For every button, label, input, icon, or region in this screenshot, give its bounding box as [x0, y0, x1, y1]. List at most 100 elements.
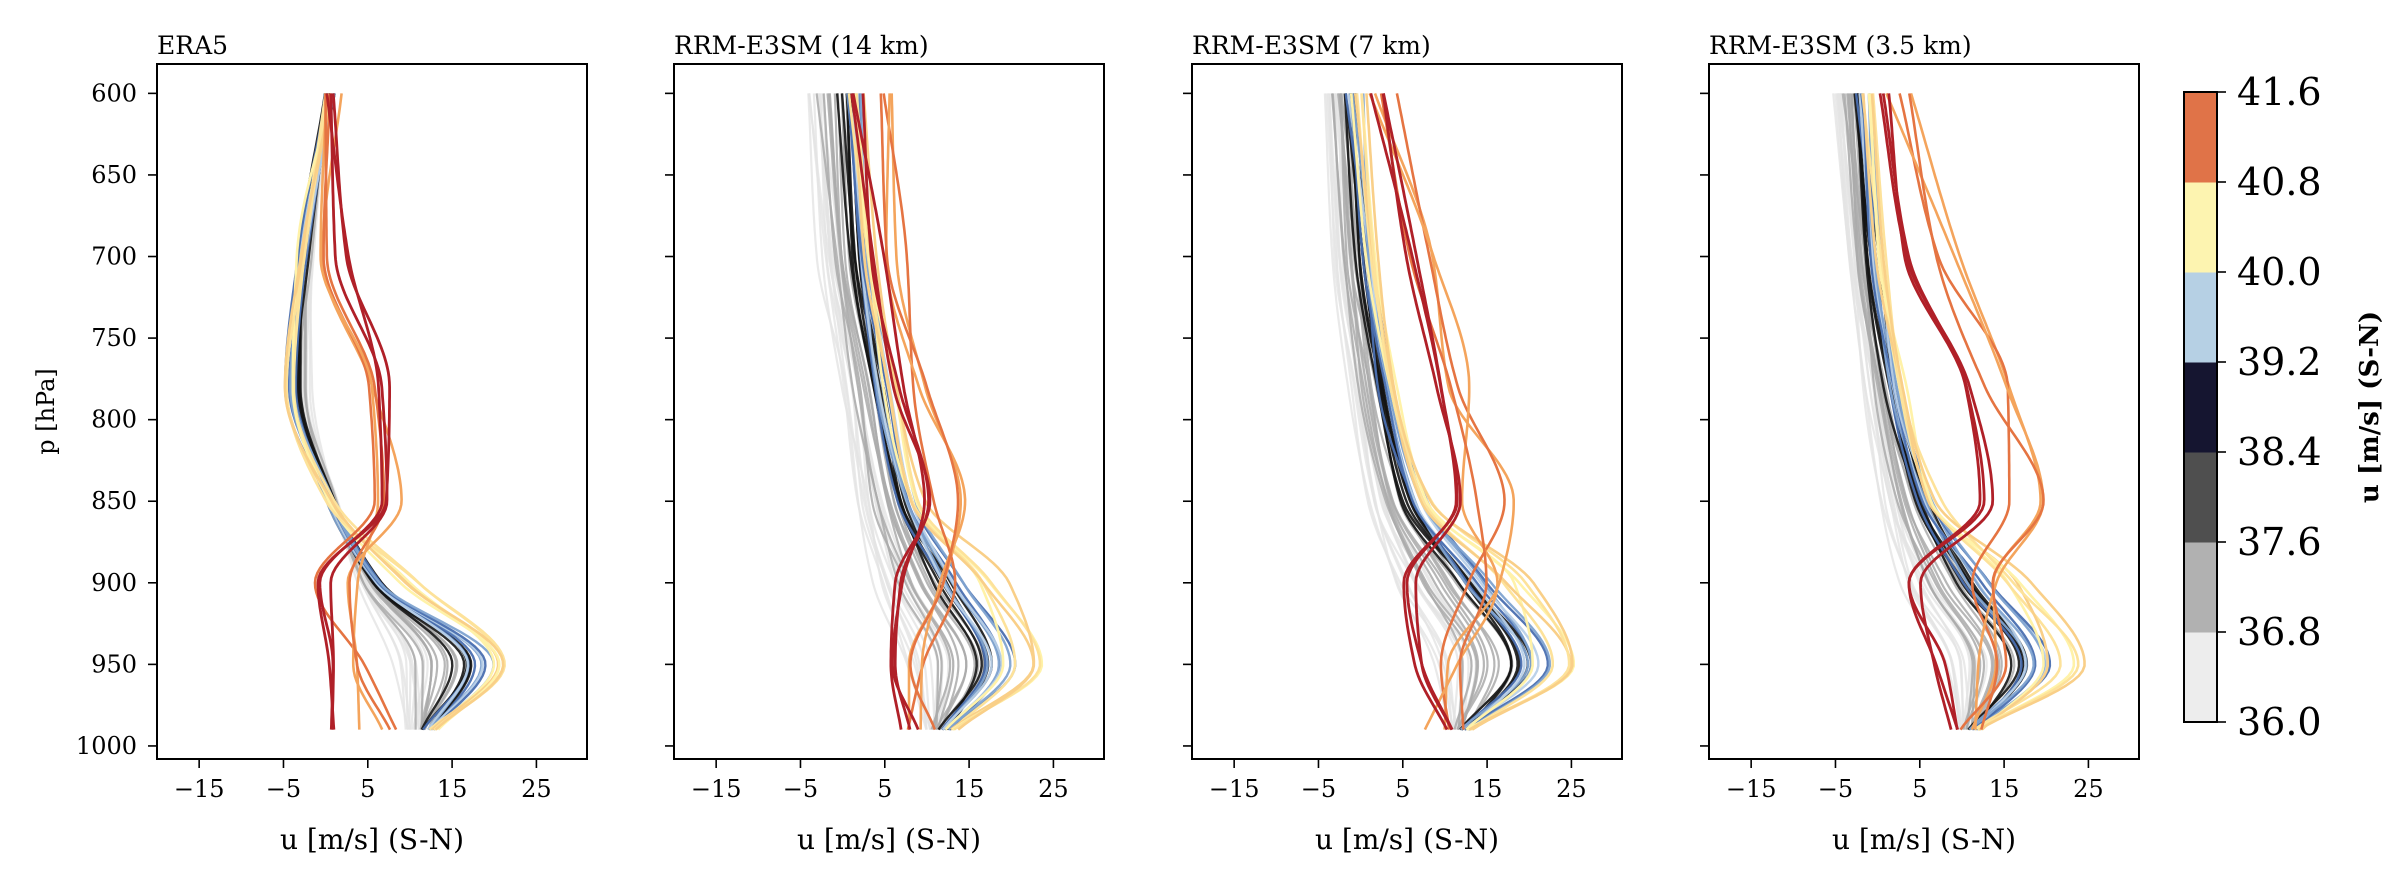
colorbar-segment: [2184, 182, 2217, 273]
x-tick-label: −15: [1726, 775, 1777, 803]
colorbar-segment: [2184, 92, 2217, 183]
x-tick-label: 25: [521, 775, 552, 803]
profile-line-red: [861, 93, 930, 730]
profile-line-yellow: [1870, 93, 2086, 731]
x-axis-label: u [m/s] (S-N): [280, 823, 464, 856]
panel-3: RRM-E3SM (7 km) −15 −5 5 15 25 u [m/s] (S-N): [1183, 31, 1623, 856]
y-tick-label: 800: [91, 406, 137, 434]
y-tick-label: 950: [91, 650, 137, 678]
profile-line-red: [318, 93, 384, 730]
colorbar-tick-label: 39.2: [2237, 340, 2322, 384]
profile-line-orange: [1908, 93, 2045, 731]
x-tick-label: 5: [1912, 775, 1927, 803]
axes-frame: [1191, 63, 1623, 760]
colorbar-frame: [2183, 91, 2218, 723]
profile-line-red: [329, 93, 389, 730]
profile-line-gray: [1331, 93, 1473, 730]
y-tick-label: 1000: [76, 732, 137, 760]
colorbar-tick-label: 36.0: [2237, 700, 2322, 744]
axes-frame: [156, 63, 588, 760]
x-tick-label: 15: [954, 775, 985, 803]
colorbar-tick-label: 41.6: [2237, 70, 2322, 114]
y-tick-label: 850: [91, 487, 137, 515]
x-tick-label: −15: [691, 775, 742, 803]
x-tick-label: −5: [1301, 775, 1336, 803]
x-tick-label: 5: [877, 775, 892, 803]
axes-frame: [673, 63, 1105, 760]
profile-line-blue: [851, 93, 993, 731]
profile-lines: [807, 93, 1044, 731]
colorbar-tick-label: 38.4: [2237, 430, 2322, 474]
y-tick-label: 600: [91, 79, 137, 107]
profile-line-orange: [884, 93, 967, 730]
x-tick-label: 15: [1989, 775, 2020, 803]
profile-line-gray: [836, 93, 968, 731]
y-tick-label: 750: [91, 324, 137, 352]
profile-line-red: [1369, 93, 1458, 731]
profile-line-orange: [324, 93, 392, 731]
x-axis-label: u [m/s] (S-N): [1832, 823, 2016, 856]
profile-line-gray: [1850, 93, 2001, 731]
panel-title: RRM-E3SM (14 km): [674, 31, 929, 60]
profile-line-dark: [1354, 93, 1533, 731]
profile-line-orange: [319, 93, 384, 731]
x-axis-label: u [m/s] (S-N): [797, 823, 981, 856]
panel-title: RRM-E3SM (7 km): [1192, 31, 1431, 60]
profile-line-red: [1887, 93, 1982, 730]
colorbar-tick-label: 40.0: [2237, 250, 2322, 294]
colorbar-tick-label: 40.8: [2237, 160, 2322, 204]
x-tick-label: −5: [783, 775, 818, 803]
profile-line-light: [304, 93, 412, 730]
profile-lines: [1323, 92, 1575, 731]
y-axis-label: p [hPa]: [32, 368, 60, 455]
x-tick-label: −15: [174, 775, 225, 803]
profile-line-yellow: [291, 93, 501, 731]
colorbar-segment: [2184, 632, 2217, 723]
x-tick-label: −5: [266, 775, 301, 803]
panel-2: RRM-E3SM (14 km) −15 −5 5 15 25 u [m/s] (S-N): [665, 31, 1105, 856]
colorbar-segment: [2184, 542, 2217, 633]
profile-line-yellow: [853, 93, 1035, 731]
profile-line-yellow: [1360, 93, 1571, 731]
profile-lines: [283, 93, 506, 731]
profile-line-orange: [882, 93, 957, 730]
panel-1: ERA5 −15 −5 5 15 25 600 650 700 750 800 850 900 950 10…: [32, 31, 588, 856]
x-tick-label: −5: [1818, 775, 1853, 803]
profile-lines: [1832, 92, 2086, 731]
axes-frame: [1708, 63, 2140, 760]
profile-line-orange: [1885, 92, 2045, 730]
profile-line-light: [301, 93, 425, 730]
x-tick-label: 25: [1038, 775, 1069, 803]
x-tick-label: −15: [1209, 775, 1260, 803]
y-tick-label: 700: [91, 243, 137, 271]
colorbar-segment: [2184, 362, 2217, 453]
x-tick-label: 15: [437, 775, 468, 803]
panel-title: RRM-E3SM (3.5 km): [1709, 31, 1972, 60]
y-tick-label: 900: [91, 569, 137, 597]
colorbar-tick-label: 36.8: [2237, 610, 2322, 654]
x-tick-label: 5: [360, 775, 375, 803]
profile-line-blue: [1350, 93, 1534, 731]
x-tick-label: 25: [1556, 775, 1587, 803]
x-tick-label: 15: [1472, 775, 1503, 803]
profile-line-light: [819, 93, 928, 730]
profile-line-yellow: [1365, 93, 1574, 731]
profile-line-light: [1832, 93, 1961, 730]
colorbar: 36.0 36.8 37.6 38.4 39.2 40.0 40.8 41.6 u [m/s] …: [2183, 70, 2385, 744]
profile-line-blue: [289, 93, 495, 731]
x-tick-label: 5: [1395, 775, 1410, 803]
panel-4: RRM-E3SM (3.5 km) −15 −5 5 15 25 u [m/s] (S-N): [1700, 31, 2140, 856]
colorbar-label: u [m/s] (S-N): [2355, 311, 2385, 503]
colorbar-segment: [2184, 452, 2217, 543]
y-tick-label: 650: [91, 161, 137, 189]
profile-line-yellow: [283, 93, 505, 731]
colorbar-tick-label: 37.6: [2237, 520, 2322, 564]
panel-title: ERA5: [157, 31, 228, 60]
profile-line-gray: [1843, 93, 1976, 730]
x-axis-label: u [m/s] (S-N): [1315, 823, 1499, 856]
x-tick-label: 25: [2073, 775, 2104, 803]
colorbar-segment: [2184, 272, 2217, 363]
profile-line-red: [850, 93, 932, 730]
profile-line-orange: [879, 93, 960, 731]
